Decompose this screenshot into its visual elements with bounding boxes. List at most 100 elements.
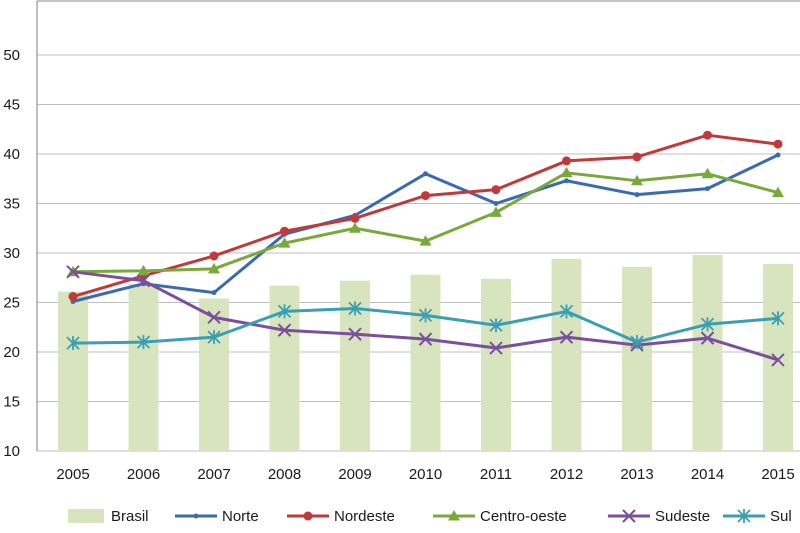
y-tick-label: 20 xyxy=(3,344,20,361)
bar-brasil-2014 xyxy=(692,254,723,451)
point-centro-oeste-2012 xyxy=(560,166,573,178)
line-series xyxy=(66,130,785,367)
point-norte-2012 xyxy=(564,178,569,184)
point-nordeste-2010 xyxy=(421,191,430,201)
legend-label-nordeste: Nordeste xyxy=(334,508,395,525)
bar-brasil-2013 xyxy=(622,266,652,451)
point-nordeste-2015 xyxy=(773,139,783,149)
bar-series-brasil xyxy=(58,254,793,451)
point-sudeste-2011 xyxy=(489,341,503,355)
legend-marker-nordeste xyxy=(303,511,313,521)
y-tick-label: 25 xyxy=(3,295,20,312)
point-nordeste-2005 xyxy=(68,292,78,302)
legend-item-brasil: Brasil xyxy=(68,508,149,525)
point-sul-2010 xyxy=(418,308,433,323)
point-centro-oeste-2014 xyxy=(701,167,714,179)
y-tick-label: 30 xyxy=(3,245,20,262)
point-norte-2015 xyxy=(775,152,781,158)
point-nordeste-2007 xyxy=(209,251,219,261)
point-sul-2007 xyxy=(207,330,221,345)
point-nordeste-2011 xyxy=(491,185,501,195)
series-nordeste xyxy=(68,130,783,302)
legend-label-norte: Norte xyxy=(222,508,259,525)
point-sudeste-2006 xyxy=(136,274,151,288)
bar-brasil-2011 xyxy=(481,278,511,451)
point-sul-2015 xyxy=(771,311,785,326)
point-nordeste-2008 xyxy=(280,226,289,236)
point-sudeste-2012 xyxy=(559,330,574,344)
y-tick-label: 15 xyxy=(3,394,20,411)
x-tick-label: 2009 xyxy=(338,466,371,483)
y-tick-label: 50 xyxy=(3,47,20,64)
point-sul-2013 xyxy=(630,335,644,350)
point-centro-oeste-2011 xyxy=(490,206,502,217)
y-tick-label: 45 xyxy=(3,97,20,114)
point-centro-oeste-2006 xyxy=(137,264,150,276)
legend-marker-centro-oeste xyxy=(448,510,460,521)
line-nordeste xyxy=(72,133,779,298)
point-sudeste-2010 xyxy=(418,332,433,346)
bar-brasil-2007 xyxy=(199,298,229,451)
x-axis: 2005 2006 2007 2008 2009 2010 2011 2012 2013 2014… xyxy=(56,466,794,483)
point-nordeste-2009 xyxy=(350,213,360,223)
bar-brasil-2006 xyxy=(128,283,159,451)
y-tick-label: 35 xyxy=(3,196,20,213)
point-sudeste-2009 xyxy=(348,327,362,341)
point-norte-2010 xyxy=(423,171,428,177)
point-norte-2013 xyxy=(634,192,640,198)
x-tick-label: 2013 xyxy=(620,466,653,483)
point-sudeste-2015 xyxy=(771,353,785,367)
legend-marker-sudeste xyxy=(622,509,636,523)
bar-brasil-2012 xyxy=(551,258,582,451)
line-centro-oeste xyxy=(72,171,779,274)
y-tick-label: 40 xyxy=(3,146,20,163)
legend-item-nordeste: Nordeste xyxy=(287,508,395,525)
legend-marker-norte xyxy=(193,513,199,519)
point-sudeste-2014 xyxy=(700,331,715,345)
y-tick-label: 10 xyxy=(3,443,20,460)
bar-brasil-2005 xyxy=(58,291,88,451)
point-centro-oeste-2008 xyxy=(278,237,291,248)
series-centro-oeste xyxy=(67,166,784,277)
x-tick-label: 2010 xyxy=(409,466,442,483)
bar-brasil-2010 xyxy=(410,274,441,451)
point-centro-oeste-2015 xyxy=(772,186,784,198)
point-centro-oeste-2013 xyxy=(631,174,643,186)
point-sul-2011 xyxy=(489,318,503,333)
legend-marker-sul xyxy=(737,509,751,523)
x-tick-label: 2006 xyxy=(127,466,160,483)
point-sudeste-2007 xyxy=(207,310,221,325)
x-tick-label: 2008 xyxy=(268,466,301,483)
point-sul-2005 xyxy=(66,336,80,351)
point-nordeste-2013 xyxy=(632,152,642,162)
x-tick-label: 2007 xyxy=(197,466,230,483)
legend-swatch-brasil xyxy=(68,509,104,523)
point-centro-oeste-2007 xyxy=(208,262,220,274)
x-tick-label: 2011 xyxy=(480,466,512,483)
legend-item-norte: Norte xyxy=(175,508,259,525)
legend-label-sudeste: Sudeste xyxy=(655,508,710,525)
legend-item-centro-oeste: Centro-oeste xyxy=(433,508,567,525)
point-sul-2008 xyxy=(277,304,292,319)
point-sul-2014 xyxy=(700,317,715,332)
x-tick-label: 2012 xyxy=(550,466,583,483)
point-nordeste-2012 xyxy=(562,156,571,166)
legend-label-brasil: Brasil xyxy=(111,508,149,525)
series-norte xyxy=(70,152,781,305)
point-sul-2009 xyxy=(348,301,362,316)
y-axis: 10 15 20 25 30 35 40 45 50 xyxy=(3,1,38,460)
legend-label-sul: Sul xyxy=(770,508,792,525)
point-sul-2012 xyxy=(559,304,574,319)
point-sudeste-2008 xyxy=(277,323,292,337)
series-sudeste xyxy=(66,265,785,367)
point-centro-oeste-2009 xyxy=(349,222,361,233)
point-norte-2014 xyxy=(705,186,710,192)
x-tick-label: 2005 xyxy=(56,466,89,483)
x-tick-label: 2014 xyxy=(691,466,724,483)
legend-item-sul: Sul xyxy=(723,508,792,525)
point-norte-2011 xyxy=(493,201,499,206)
point-sul-2006 xyxy=(136,335,151,350)
point-centro-oeste-2010 xyxy=(419,235,432,246)
x-tick-label: 2015 xyxy=(761,466,794,483)
